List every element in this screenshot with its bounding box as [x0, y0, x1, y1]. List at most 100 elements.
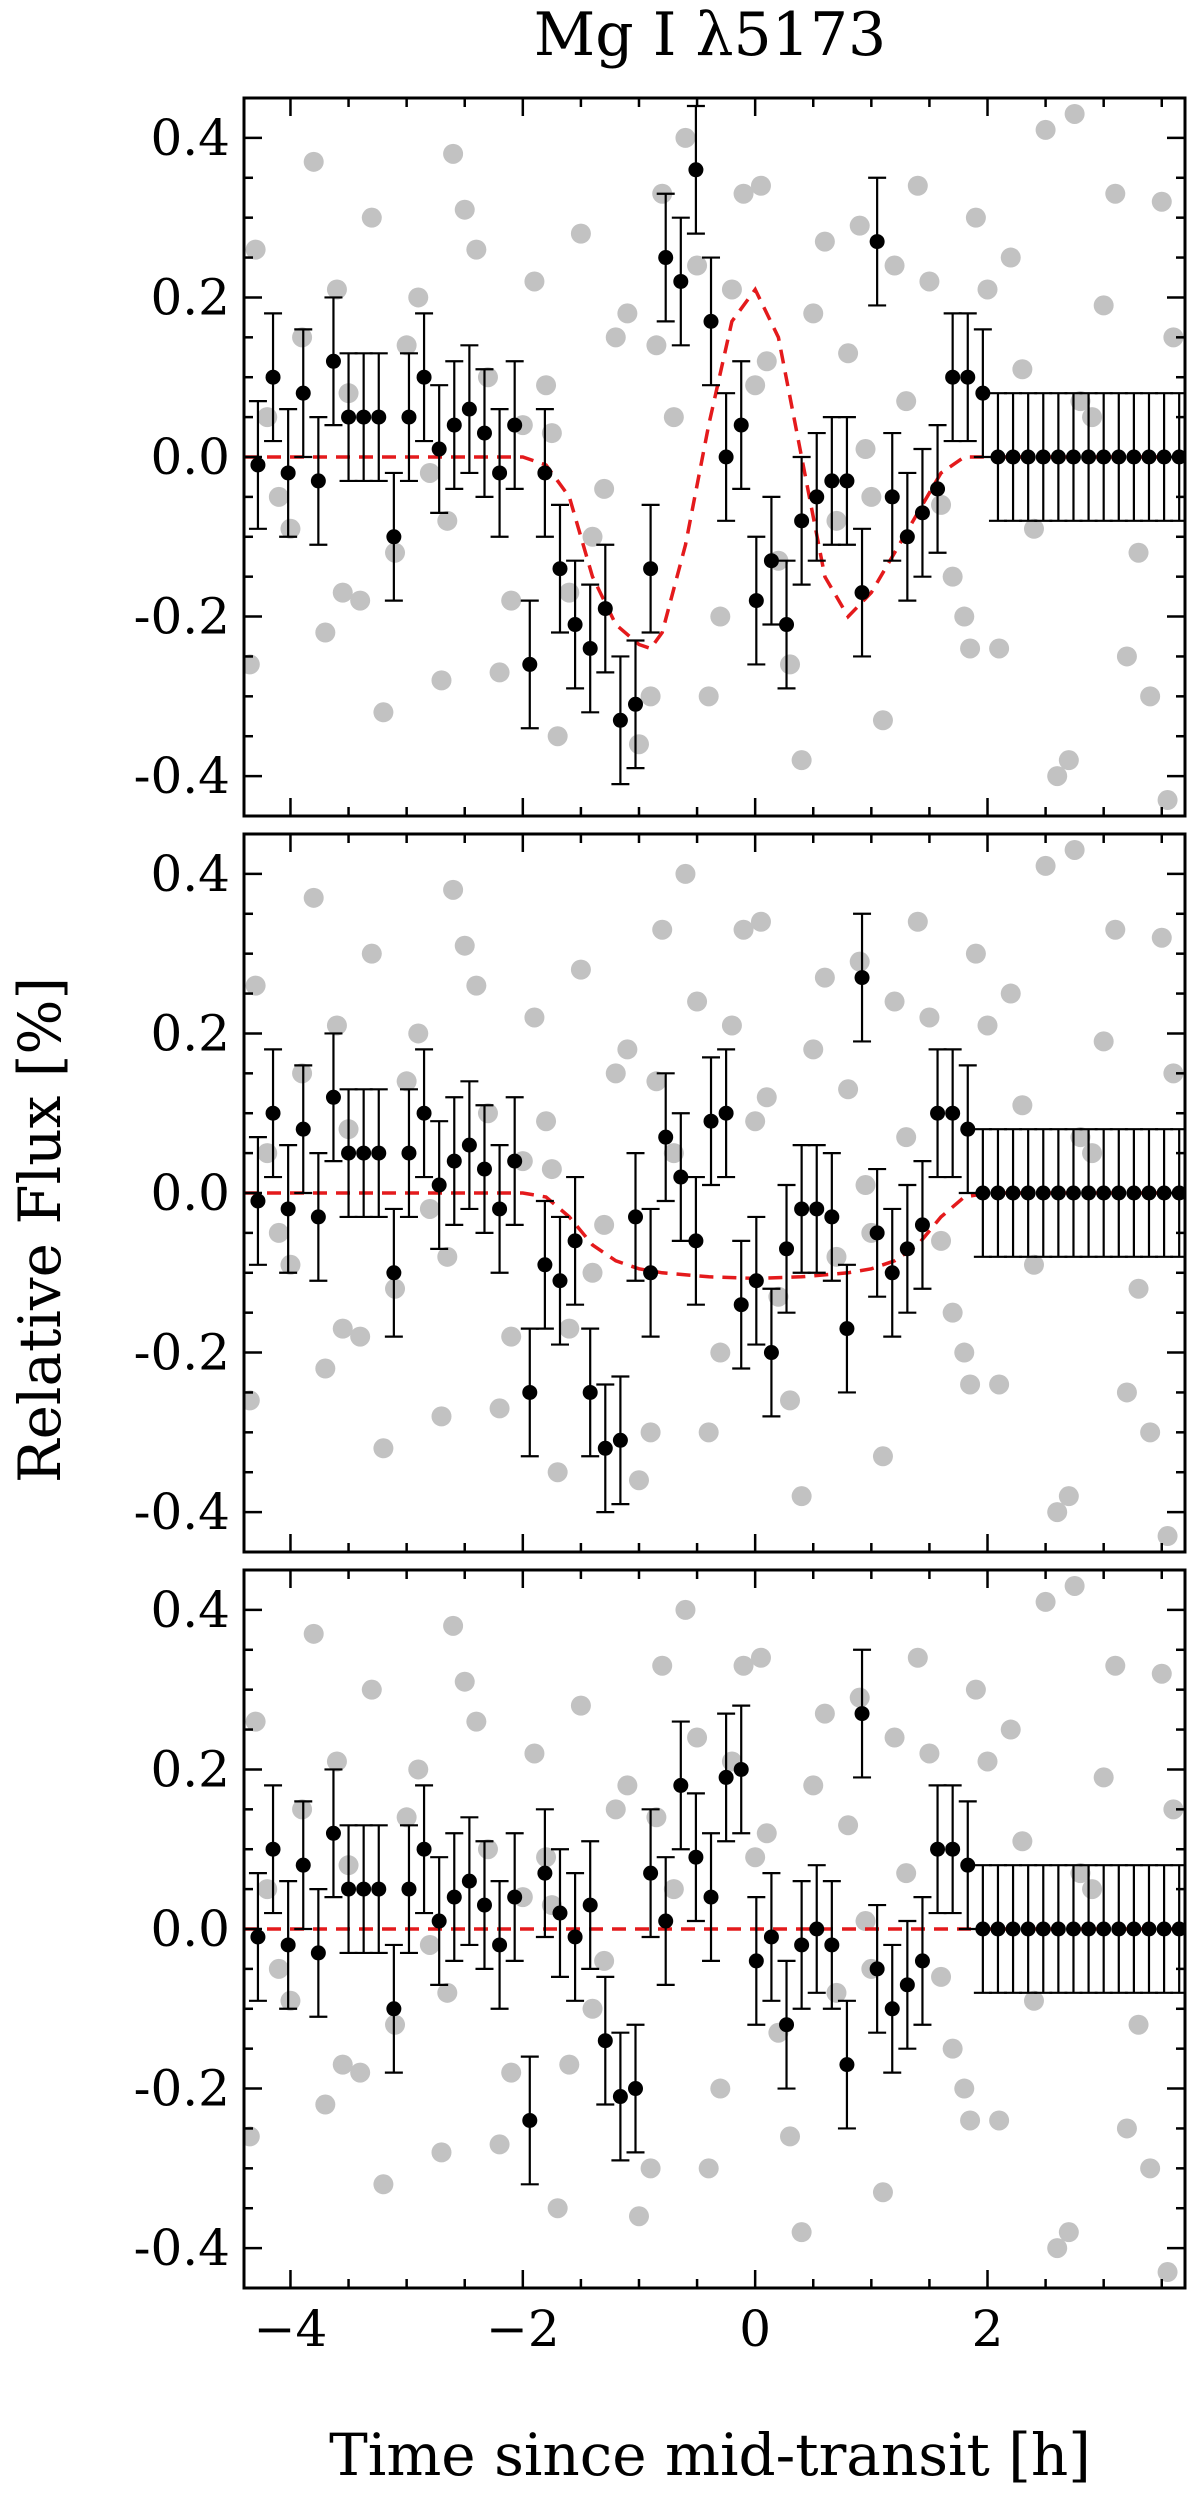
background-point: [989, 2110, 1009, 2130]
background-point: [1012, 1831, 1032, 1851]
background-point: [1117, 2118, 1137, 2138]
background-point: [431, 2142, 451, 2162]
background-point: [652, 1656, 672, 1676]
data-point: [975, 1186, 990, 1201]
background-point: [757, 1087, 777, 1107]
background-point: [861, 487, 881, 507]
data-point: [1066, 1186, 1081, 1201]
data-point: [432, 1178, 447, 1193]
background-point: [466, 240, 486, 260]
background-point: [722, 279, 742, 299]
data-point: [386, 1265, 401, 1280]
background-point: [350, 1327, 370, 1347]
background-point: [803, 303, 823, 323]
background-point: [362, 208, 382, 228]
background-point: [1117, 1382, 1137, 1402]
data-point: [598, 601, 613, 616]
data-point: [688, 162, 703, 177]
background-point: [908, 176, 928, 196]
data-point: [341, 1882, 356, 1897]
background-point: [641, 1422, 661, 1442]
data-point: [1126, 1186, 1141, 1201]
data-point: [809, 489, 824, 504]
data-point: [658, 250, 673, 265]
plot-area: [240, 1576, 1188, 2282]
y-tick-label: 0.0: [150, 1900, 230, 1958]
data-point: [386, 529, 401, 544]
data-point: [779, 2017, 794, 2032]
background-point: [420, 463, 440, 483]
x-tick-label: −4: [254, 2300, 328, 2358]
data-point: [1096, 1186, 1111, 1201]
background-point: [757, 1823, 777, 1843]
data-point: [990, 450, 1005, 465]
background-point: [408, 1759, 428, 1779]
data-point: [296, 1122, 311, 1137]
background-point: [455, 936, 475, 956]
data-point: [1111, 1922, 1126, 1937]
data-point: [719, 1106, 734, 1121]
background-point: [780, 2126, 800, 2146]
background-point: [304, 1624, 324, 1644]
background-point: [908, 912, 928, 932]
background-point: [751, 912, 771, 932]
background-point: [815, 1704, 835, 1724]
background-point: [1001, 984, 1021, 1004]
data-point: [552, 1273, 567, 1288]
data-point: [598, 1441, 613, 1456]
background-point: [885, 256, 905, 276]
background-point: [675, 1600, 695, 1620]
background-point: [710, 607, 730, 627]
data-point: [1081, 450, 1096, 465]
background-point: [856, 439, 876, 459]
y-axis-label: Relative Flux [%]: [6, 977, 74, 1483]
y-tick-label: -0.2: [134, 2060, 230, 2118]
data-point: [417, 1106, 432, 1121]
data-point: [356, 410, 371, 425]
background-point: [606, 327, 626, 347]
data-point: [870, 1225, 885, 1240]
data-point: [1066, 450, 1081, 465]
background-point: [1082, 1879, 1102, 1899]
background-point: [315, 623, 335, 643]
background-point: [455, 200, 475, 220]
data-point: [326, 1090, 341, 1105]
data-point: [266, 1842, 281, 1857]
data-point: [688, 1233, 703, 1248]
background-point: [583, 1999, 603, 2019]
data-point: [507, 1154, 522, 1169]
background-point: [362, 1680, 382, 1700]
data-point: [915, 1217, 930, 1232]
data-point: [734, 418, 749, 433]
data-point: [492, 1937, 507, 1952]
background-point: [1082, 407, 1102, 427]
data-point: [945, 370, 960, 385]
background-point: [315, 1359, 335, 1379]
background-point: [1152, 192, 1172, 212]
background-point: [751, 1648, 771, 1668]
background-point: [780, 654, 800, 674]
data-point: [462, 1138, 477, 1153]
y-tick-label: 0.2: [150, 268, 230, 326]
data-point: [1036, 1186, 1051, 1201]
background-point: [734, 1656, 754, 1676]
background-point: [1105, 920, 1125, 940]
background-point: [1152, 928, 1172, 948]
data-point: [870, 1961, 885, 1976]
background-point: [443, 880, 463, 900]
data-point: [885, 2001, 900, 2016]
data-point: [855, 585, 870, 600]
background-point: [745, 375, 765, 395]
background-point: [1036, 1592, 1056, 1612]
plot-area: [240, 840, 1188, 1546]
background-point: [1065, 1576, 1085, 1596]
data-point: [1021, 1186, 1036, 1201]
background-point: [304, 152, 324, 172]
background-point: [954, 1343, 974, 1363]
data-point: [447, 1154, 462, 1169]
data-point: [356, 1146, 371, 1161]
background-point: [919, 271, 939, 291]
background-point: [524, 1743, 544, 1763]
background-point: [1059, 1486, 1079, 1506]
data-point: [462, 402, 477, 417]
